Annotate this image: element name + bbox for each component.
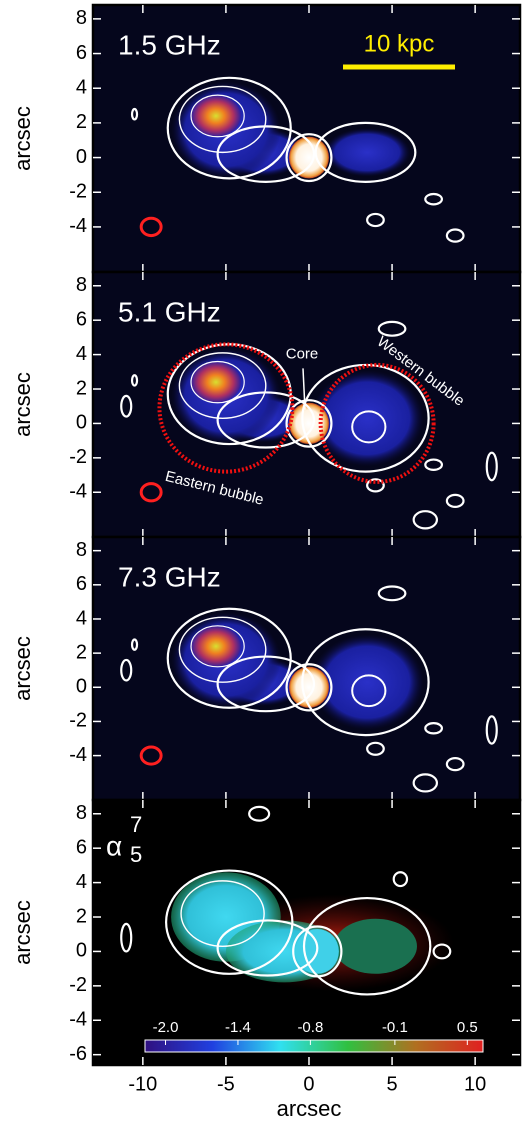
panel-label: 1.5 GHz <box>118 29 221 60</box>
y-tick-label: -2 <box>69 710 87 732</box>
y-tick-label: -4 <box>69 1009 87 1031</box>
x-tick-label: 10 <box>464 1073 486 1095</box>
y-tick-label: 2 <box>76 641 87 663</box>
y-tick-label: 6 <box>76 42 87 64</box>
y-tick-label: -4 <box>69 744 87 766</box>
colorbar-tick-label: -1.4 <box>225 1019 251 1036</box>
y-tick-label: -2 <box>69 974 87 996</box>
x-tick-label: 0 <box>303 1073 314 1095</box>
x-tick-label: -5 <box>217 1073 235 1095</box>
y-tick-label: 4 <box>76 343 87 365</box>
x-axis-label: arcsec <box>277 1096 342 1121</box>
panel-label: 5.1 GHz <box>118 296 221 327</box>
y-tick-label: -4 <box>69 215 87 237</box>
panel-label-superscript: 7 <box>130 812 142 837</box>
y-axis-label: arcsec <box>10 636 35 701</box>
scale-bar-label: 10 kpc <box>364 30 435 57</box>
y-tick-label: 0 <box>76 412 87 434</box>
y-tick-label: 0 <box>76 676 87 698</box>
panel-label: α <box>106 830 122 861</box>
y-tick-label: -4 <box>69 481 87 503</box>
y-tick-label: 6 <box>76 573 87 595</box>
colorbar-tick-label: -0.1 <box>382 1019 408 1036</box>
y-tick-label: 8 <box>76 539 87 561</box>
y-tick-label: 6 <box>76 836 87 858</box>
colorbar <box>145 1040 483 1052</box>
y-tick-label: 8 <box>76 274 87 296</box>
y-tick-label: 2 <box>76 905 87 927</box>
y-tick-label: 4 <box>76 871 87 893</box>
panel-label-subscript: 5 <box>130 842 142 867</box>
y-axis-label: arcsec <box>10 106 35 171</box>
panel-label: 7.3 GHz <box>118 561 221 592</box>
y-axis-label: arcsec <box>10 372 35 437</box>
y-tick-label: 8 <box>76 7 87 29</box>
y-tick-label: 0 <box>76 146 87 168</box>
y-tick-label: -6 <box>69 1043 87 1065</box>
colorbar-tick-label: -2.0 <box>153 1019 179 1036</box>
y-tick-label: 4 <box>76 607 87 629</box>
y-tick-label: 4 <box>76 77 87 99</box>
spectral-index <box>334 919 417 974</box>
figure: 8 6 4 2 0 -2 -4 arcsec 1.5 GHz 10 kpc 8 6 4 2 0 -2 -4 arc… <box>0 0 527 1130</box>
x-tick-label: -10 <box>128 1073 157 1095</box>
colorbar-tick-label: 0.5 <box>457 1019 478 1036</box>
y-tick-label: -2 <box>69 446 87 468</box>
y-axis-label: arcsec <box>10 900 35 965</box>
y-tick-label: -2 <box>69 181 87 203</box>
emission <box>324 128 410 177</box>
y-tick-label: 6 <box>76 308 87 330</box>
y-tick-label: 2 <box>76 377 87 399</box>
page: {"chart_data": [ {"type": "image", "labe… <box>0 0 527 1135</box>
x-tick-label: 5 <box>387 1073 398 1095</box>
y-tick-label: 8 <box>76 802 87 824</box>
y-tick-label: 2 <box>76 111 87 133</box>
colorbar-tick-label: -0.8 <box>297 1019 323 1036</box>
annotation: Core <box>286 346 319 363</box>
y-tick-label: 0 <box>76 940 87 962</box>
